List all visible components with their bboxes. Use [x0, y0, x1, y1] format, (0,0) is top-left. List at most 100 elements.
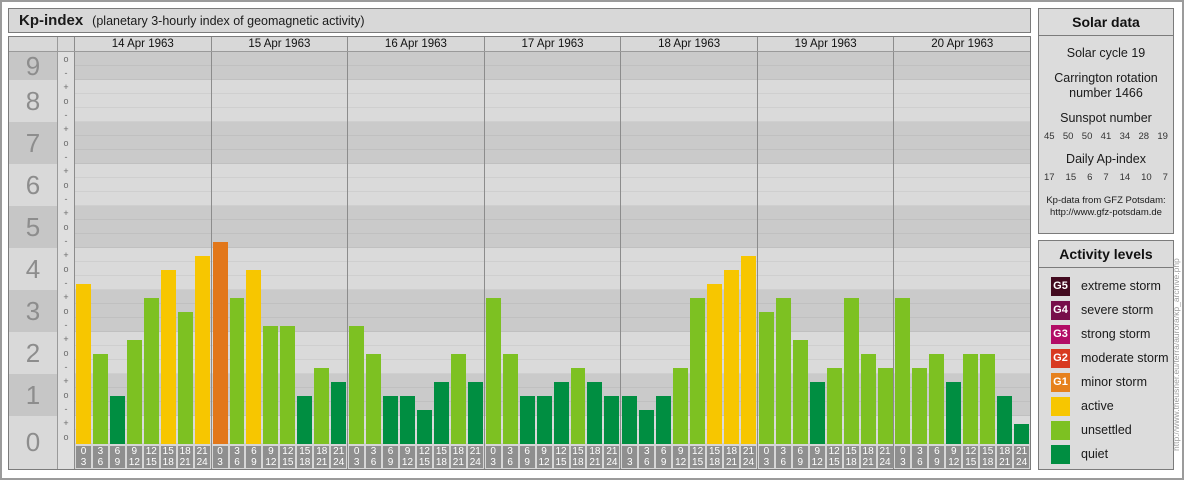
bar-slot: [860, 354, 877, 444]
hour-label: 18 21: [860, 446, 876, 468]
sunspot-value: 50: [1062, 131, 1074, 142]
kp-bar: [485, 298, 501, 444]
y-axis-number-9: 9: [9, 51, 57, 81]
bar-slot: [894, 298, 911, 444]
bar-slot: [621, 396, 638, 444]
legend-item: active: [1051, 394, 1173, 418]
bar-slot: [433, 382, 450, 444]
bar-slot: [399, 396, 416, 444]
hour-label: 18 21: [724, 446, 739, 468]
y-axis-submark: +: [63, 418, 69, 428]
bar-slot: [911, 368, 928, 444]
day-bars: [894, 52, 1030, 444]
day-column: 0 3 3 6 6 9 9 12 12 15 15 18 18 21 21 24: [756, 52, 894, 469]
date-headers: 14 Apr 1963 15 Apr 1963 16 Apr 1963 17 Apr …: [74, 37, 1031, 51]
y-axis-submark: +: [63, 82, 69, 92]
kp-bar: [980, 354, 996, 444]
kp-bar: [895, 298, 911, 444]
bar-slot: [126, 340, 143, 444]
kp-bar: [639, 410, 655, 444]
legend-swatch: [1051, 420, 1070, 440]
kp-bar: [109, 396, 125, 444]
legend-label: extreme storm: [1081, 279, 1161, 293]
header-corner-submarks: [57, 37, 74, 51]
day-column: 0 3 3 6 6 9 9 12 12 15 15 18 18 21 21 24: [483, 52, 621, 469]
bar-slot: [962, 354, 979, 444]
bar-slot: [365, 354, 382, 444]
hour-label: 15 18: [843, 446, 859, 468]
day-bars: [485, 52, 621, 444]
ap-label: Daily Ap-index: [1066, 152, 1146, 166]
ap-value: 15: [1065, 172, 1077, 183]
sunspot-label: Sunspot number: [1060, 111, 1152, 125]
kp-bar: [366, 354, 382, 444]
hour-label: 9 12: [536, 446, 552, 468]
kp-bar: [416, 410, 432, 444]
legend-item: G4 severe storm: [1051, 298, 1173, 322]
y-axis-submark: o: [63, 390, 69, 400]
y-axis-submark: -: [64, 320, 68, 330]
bar-slot: [928, 354, 945, 444]
legend-label: minor storm: [1081, 375, 1147, 389]
hour-label: 21 24: [194, 446, 210, 468]
kp-bar: [297, 396, 313, 444]
day-bars: [348, 52, 484, 444]
ap-values: 17 15 6 7 14 10 7: [1042, 172, 1170, 183]
kp-bar: [194, 256, 210, 444]
y-axis-submark: -: [64, 404, 68, 414]
kp-bar: [467, 382, 483, 444]
bar-slot: [996, 396, 1013, 444]
date-header: 17 Apr 1963: [483, 37, 621, 51]
day-bars: [75, 52, 211, 444]
date-header: 18 Apr 1963: [620, 37, 757, 51]
kp-bar: [160, 270, 176, 444]
page-subtitle: (planetary 3-hourly index of geomagnetic…: [92, 13, 365, 28]
y-axis-number-6: 6: [9, 164, 57, 206]
kp-bar: [860, 354, 876, 444]
plot-band-6: [75, 164, 1030, 206]
y-axis-submark: o: [63, 180, 69, 190]
hour-label: 21 24: [1014, 446, 1030, 468]
plot-band-4: [75, 248, 1030, 290]
bar-slot: [809, 382, 826, 444]
hour-label: 12 15: [416, 446, 432, 468]
hour-label: 12 15: [963, 446, 979, 468]
y-axis-number-8: 8: [9, 80, 57, 122]
bar-slot: [843, 298, 860, 444]
bar-slot: [826, 368, 843, 444]
hour-label: 15 18: [980, 446, 996, 468]
plot-bands: [75, 52, 1030, 444]
bar-slot: [672, 368, 689, 444]
legend-label: strong storm: [1081, 327, 1151, 341]
kp-bar: [400, 396, 415, 444]
bar-slot: [245, 270, 262, 444]
y-axis-submark: o: [63, 432, 69, 442]
bar-slot: [706, 284, 723, 444]
bar-slot: [740, 256, 757, 444]
data-source-credit: Kp-data from GFZ Potsdam: http://www.gfz…: [1046, 195, 1165, 219]
hour-label: 21 24: [604, 446, 620, 468]
kp-bar: [877, 368, 893, 444]
legend-item: G1 minor storm: [1051, 370, 1173, 394]
kp-bar: [775, 298, 791, 444]
y-axis-number-5: 5: [9, 206, 57, 248]
kp-bar: [263, 326, 279, 444]
bar-slot: [1013, 424, 1030, 444]
bar-slot: [92, 354, 109, 444]
y-axis-submark: o: [63, 54, 69, 64]
y-axis-submark: -: [64, 194, 68, 204]
sunspot-value: 41: [1100, 131, 1112, 142]
legend-badge-g5: G5: [1051, 276, 1070, 296]
bar-slot: [313, 368, 330, 444]
kp-bar: [92, 354, 108, 444]
y-axis-submark: +: [63, 376, 69, 386]
kp-bar: [963, 354, 979, 444]
kp-bar: [177, 312, 193, 444]
sunspot-value: 28: [1138, 131, 1150, 142]
date-header: 20 Apr 1963: [893, 37, 1031, 51]
